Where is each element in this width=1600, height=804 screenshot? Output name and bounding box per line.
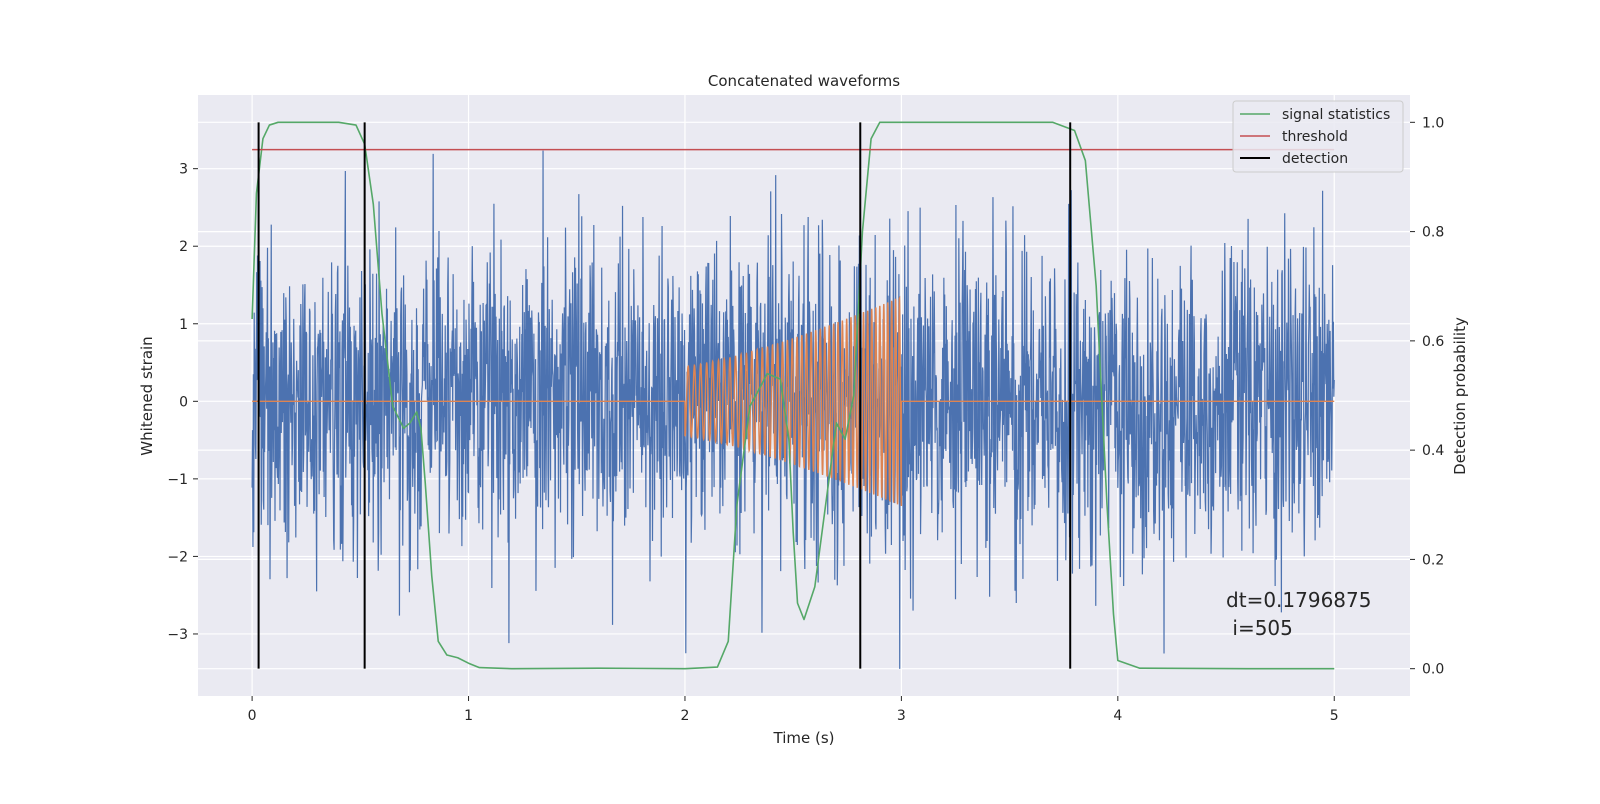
noise-series-line [251,150,1335,669]
noise-series-layer [251,150,1335,669]
x-tick-label: 3 [897,708,906,724]
right-axis-ticks: 0.0 0.2 0.4 0.6 0.8 1.0 [1410,115,1444,678]
right-tick-label: 0.8 [1422,225,1444,241]
left-tick-label: 1 [179,317,188,333]
x-tick-label: 0 [248,708,257,724]
signal-statistics-layer [251,121,1335,670]
x-axis-ticks: 0 1 2 3 4 5 [248,696,1339,724]
annotation-dt: dt=0.1796875 [1226,588,1371,612]
chirp-series-line [252,295,1335,507]
left-tick-label: −3 [167,627,188,643]
left-tick-label: 2 [179,239,188,255]
left-tick-label: −2 [167,549,188,565]
signal-statistics-line [251,121,1335,670]
right-tick-label: 0.4 [1422,443,1444,459]
legend-threshold-label: threshold [1282,129,1348,145]
right-tick-label: 1.0 [1422,115,1444,131]
right-tick-label: 0.6 [1422,334,1444,350]
right-tick-label: 0.0 [1422,662,1444,678]
x-tick-label: 5 [1330,708,1339,724]
x-tick-label: 2 [681,708,690,724]
left-axis-title: Whitened strain [138,336,156,455]
left-tick-label: −1 [167,472,188,488]
detection-layer [257,122,1072,669]
right-axis-title: Detection probability [1451,317,1469,475]
left-axis-ticks: −3 −2 −1 0 1 2 3 [167,162,198,643]
legend: signal statistics threshold detection [1232,100,1404,173]
chart-title: Concatenated waveforms [708,72,900,90]
left-tick-label: 0 [179,394,188,410]
legend-signal-statistics-label: signal statistics [1282,107,1390,123]
legend-box [1232,100,1404,173]
legend-detection-label: detection [1282,151,1348,167]
x-tick-label: 4 [1113,708,1122,724]
x-tick-label: 1 [464,708,473,724]
x-axis-title: Time (s) [773,729,835,747]
right-tick-label: 0.2 [1422,552,1444,568]
chirp-series-layer [252,295,1335,507]
annotation-index: i=505 [1226,616,1293,640]
left-tick-label: 3 [179,162,188,178]
